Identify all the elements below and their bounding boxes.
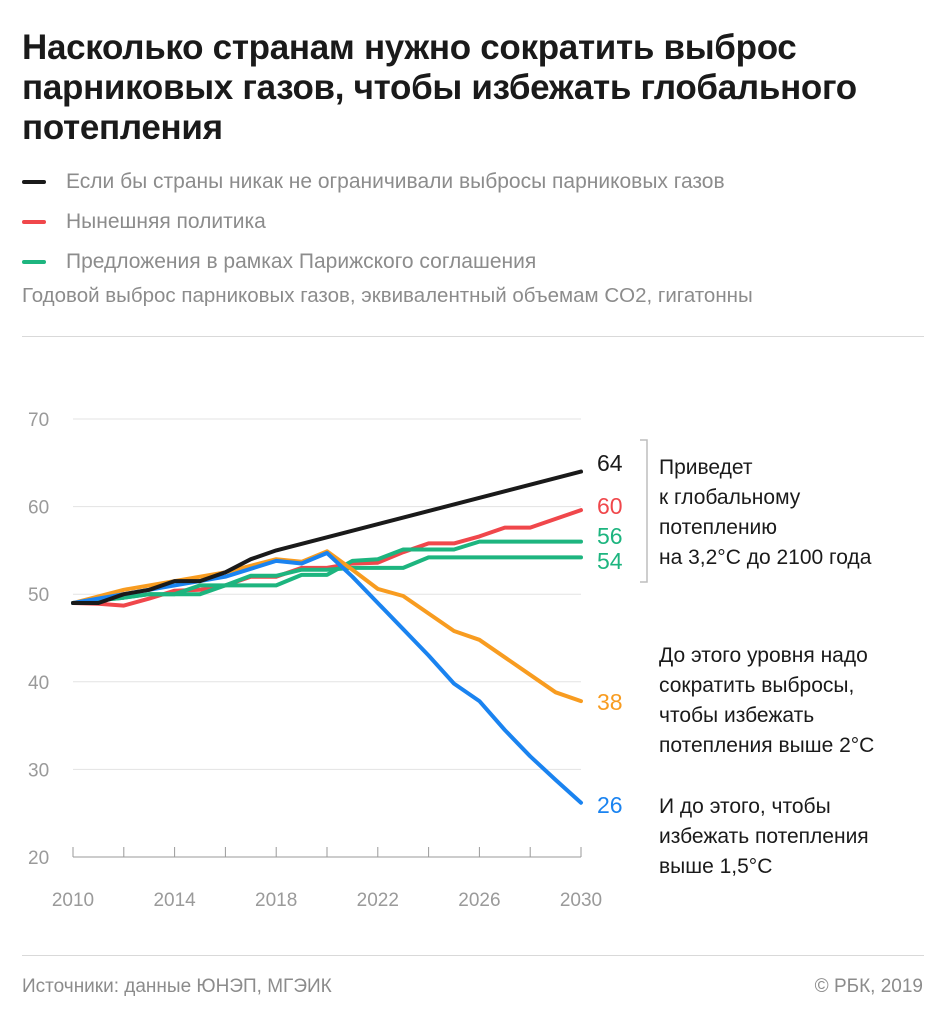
chart-title: Насколько странам нужно сократить выброс…	[22, 28, 857, 147]
copyright: © РБК, 2019	[814, 976, 923, 997]
legend-label: Предложения в рамках Парижского соглашен…	[66, 250, 537, 273]
annotation-text: Приведет	[659, 456, 753, 479]
y-tick-label: 30	[28, 760, 49, 781]
end-value-label: 26	[597, 792, 623, 818]
legend-label: Если бы страны никак не ограничивали выб…	[66, 170, 725, 193]
y-tick-label: 70	[28, 410, 49, 431]
x-tick-label: 2018	[255, 890, 297, 911]
end-value-label: 54	[597, 548, 623, 574]
legend-swatch-red	[22, 220, 46, 224]
legend: Если бы страны никак не ограничивали выб…	[22, 162, 725, 282]
y-tick-label: 60	[28, 498, 49, 519]
annotation-text: И до этого, чтобы	[659, 795, 831, 818]
y-tick-label: 20	[28, 848, 49, 869]
annotation-text: к глобальному	[659, 486, 801, 509]
annotation-text: чтобы избежать	[659, 704, 814, 727]
legend-item-no-limits: Если бы страны никак не ограничивали выб…	[22, 162, 725, 202]
top-divider	[22, 336, 924, 337]
end-value-label: 56	[597, 523, 623, 549]
legend-swatch-black	[22, 180, 46, 184]
annotation-text: потеплению	[659, 516, 777, 539]
bracket	[640, 439, 648, 583]
bottom-divider	[22, 955, 924, 956]
annotation-text: избежать потепления	[659, 825, 869, 848]
annotation-text: сократить выбросы,	[659, 674, 854, 697]
series-line	[71, 539, 583, 605]
series-line	[71, 469, 583, 605]
annotation-text: на 3,2°C до 2100 года	[659, 546, 872, 569]
x-tick-label: 2014	[153, 890, 196, 911]
legend-item-current-policy: Нынешняя политика	[22, 202, 725, 242]
legend-item-paris-proposals: Предложения в рамках Парижского соглашен…	[22, 242, 725, 282]
chart-subtitle: Годовой выброс парниковых газов, эквивал…	[22, 284, 753, 307]
x-tick-label: 2026	[458, 890, 500, 911]
series-line	[71, 549, 583, 704]
end-value-label: 60	[597, 493, 623, 519]
end-value-label: 64	[597, 450, 623, 476]
x-tick-label: 2010	[52, 890, 94, 911]
end-value-label: 38	[597, 689, 623, 715]
annotation-text: выше 1,5°C	[659, 855, 772, 878]
legend-label: Нынешняя политика	[66, 210, 266, 233]
y-tick-label: 50	[28, 585, 49, 606]
source-note: Источники: данные ЮНЭП, МГЭИК	[22, 976, 332, 997]
annotation-text: До этого уровня надо	[659, 644, 868, 667]
y-tick-label: 40	[28, 673, 49, 694]
x-tick-label: 2022	[357, 890, 399, 911]
x-tick-label: 2030	[560, 890, 602, 911]
legend-swatch-green	[22, 260, 46, 264]
annotation-text: потепления выше 2°C	[659, 734, 874, 757]
